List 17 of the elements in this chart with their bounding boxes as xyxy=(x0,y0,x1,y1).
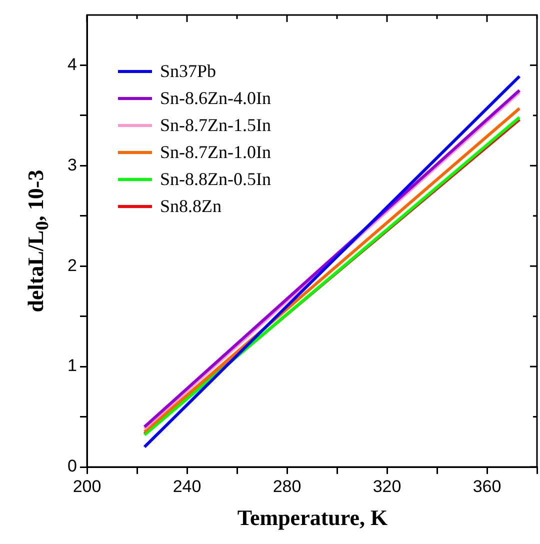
x-tick-label: 240 xyxy=(172,476,202,496)
y-tick-label: 2 xyxy=(68,256,77,275)
legend-label: Sn-8.6Zn-4.0In xyxy=(160,88,271,109)
x-tick-label: 360 xyxy=(472,476,502,496)
x-tick-label: 320 xyxy=(372,476,402,496)
x-tick-label: 200 xyxy=(72,476,102,496)
y-tick-label: 1 xyxy=(68,356,77,376)
x-tick-label: 280 xyxy=(272,476,302,496)
legend-label: Sn-8.7Zn-1.5In xyxy=(160,115,271,136)
y-tick-label: 3 xyxy=(68,155,77,174)
legend-label: Sn-8.7Zn-1.0In xyxy=(160,142,271,163)
y-tick-label: 4 xyxy=(68,54,77,74)
x-axis-title: Temperature, K xyxy=(236,505,389,531)
y-tick-label: 0 xyxy=(68,456,77,476)
legend-label: Sn37Pb xyxy=(160,61,216,82)
legend-label: Sn-8.8Zn-0.5In xyxy=(160,169,271,190)
legend-label: Sn8.8Zn xyxy=(160,196,222,217)
